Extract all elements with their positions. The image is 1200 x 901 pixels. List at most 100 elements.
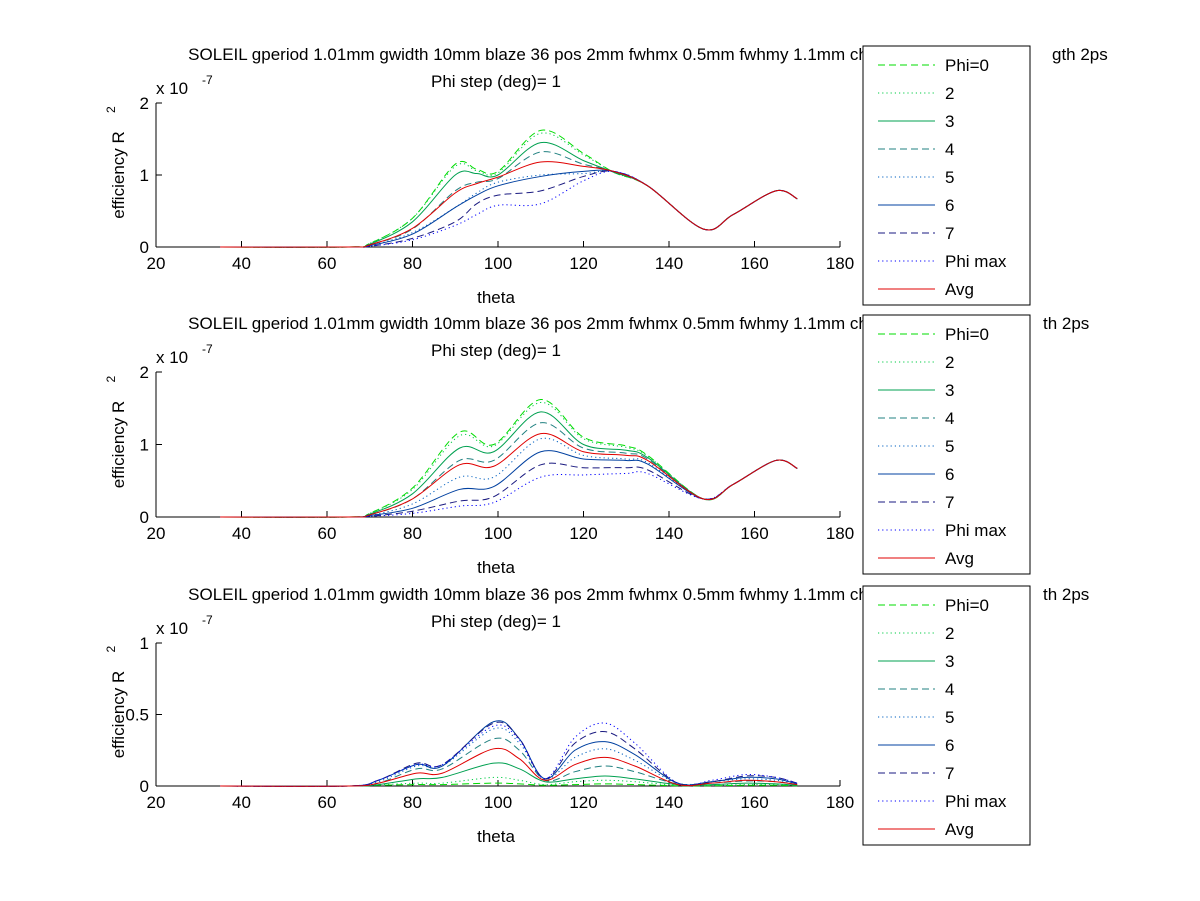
legend-label-7: Phi max: [945, 252, 1007, 271]
x-tick-label: 180: [826, 793, 854, 812]
chart-title-line2: Phi step (deg)= 1: [431, 72, 561, 91]
series-line-3: [220, 151, 798, 248]
series-line-4: [220, 170, 798, 248]
series-line-5: [220, 169, 798, 248]
y-exponent-superscript: -7: [202, 613, 213, 627]
series-line-4: [220, 437, 798, 518]
series-line-5: [220, 450, 798, 518]
x-tick-label: 120: [569, 524, 597, 543]
legend-label-8: Avg: [945, 280, 974, 299]
x-tick-label: 180: [826, 254, 854, 273]
series-line-0: [220, 782, 798, 787]
chart-title-line1-tail: th 2ps: [1043, 314, 1089, 333]
x-tick-label: 100: [484, 254, 512, 273]
y-exponent-superscript: -7: [202, 342, 213, 356]
x-tick-label: 120: [569, 793, 597, 812]
x-tick-label: 60: [318, 793, 337, 812]
legend-label-7: Phi max: [945, 521, 1007, 540]
series-line-8: [220, 747, 798, 787]
y-axis-label-superscript: 2: [104, 646, 118, 653]
x-tick-label: 20: [147, 254, 166, 273]
legend-label-5: 6: [945, 465, 954, 484]
chart-title-line1-tail: th 2ps: [1043, 585, 1089, 604]
legend-label-1: 2: [945, 624, 954, 643]
x-tick-label: 160: [740, 793, 768, 812]
legend-label-3: 4: [945, 140, 954, 159]
x-tick-label: 60: [318, 524, 337, 543]
legend-label-4: 5: [945, 437, 954, 456]
x-tick-label: 80: [403, 254, 422, 273]
y-tick-label: 2: [140, 94, 149, 113]
series-line-7: [220, 722, 798, 787]
series-line-7: [220, 459, 798, 518]
y-exponent-superscript: -7: [202, 73, 213, 87]
x-axis-label: theta: [477, 288, 515, 307]
x-axis-label: theta: [477, 827, 515, 846]
y-axis-label-superscript: 2: [104, 106, 118, 113]
legend-box: [862, 314, 1031, 575]
chart-title-line1: SOLEIL gperiod 1.01mm gwidth 10mm blaze …: [188, 314, 902, 333]
chart-title-line2: Phi step (deg)= 1: [431, 612, 561, 631]
legend-box: [862, 585, 1031, 846]
legend-label-1: 2: [945, 84, 954, 103]
legend-label-2: 3: [945, 112, 954, 131]
x-tick-label: 180: [826, 524, 854, 543]
subplot-3: 20 40 60 80 100 120 140 160 180 0 0.5 1 x 10 -7 SOLEIL…: [104, 585, 1089, 846]
y-exponent-label: x 10: [156, 619, 188, 638]
x-tick-label: 20: [147, 793, 166, 812]
y-axis-label-group: efficiency R 2: [104, 376, 128, 489]
legend-label-6: 7: [945, 224, 954, 243]
y-tick-label: 1: [140, 634, 149, 653]
x-tick-label: 20: [147, 524, 166, 543]
legend-label-2: 3: [945, 381, 954, 400]
x-tick-label: 100: [484, 793, 512, 812]
x-tick-label: 40: [232, 793, 251, 812]
x-tick-label: 100: [484, 524, 512, 543]
y-axis-label: efficiency R: [109, 131, 128, 219]
legend-label-5: 6: [945, 196, 954, 215]
legend-label-7: Phi max: [945, 792, 1007, 811]
series-line-4: [220, 727, 798, 787]
series-line-3: [220, 422, 798, 518]
legend-label-6: 7: [945, 493, 954, 512]
y-exponent-label: x 10: [156, 348, 188, 367]
series-line-6: [220, 170, 798, 248]
series-line-5: [220, 720, 798, 787]
series-line-6: [220, 459, 798, 518]
y-tick-label: 0: [140, 238, 149, 257]
x-tick-label: 140: [655, 524, 683, 543]
y-tick-label: 1: [140, 166, 149, 185]
series-line-8: [220, 161, 798, 248]
x-tick-label: 80: [403, 793, 422, 812]
chart-title-line2: Phi step (deg)= 1: [431, 341, 561, 360]
legend-label-4: 5: [945, 708, 954, 727]
chart-title-line1-tail: gth 2ps: [1052, 45, 1108, 64]
subplot-2: 20 40 60 80 100 120 140 160 180 0 1 2 x 10 -7 SOLEIL g…: [104, 314, 1089, 577]
legend-label-3: 4: [945, 680, 954, 699]
legend-label-1: 2: [945, 353, 954, 372]
series-line-1: [220, 401, 798, 518]
series-line-6: [220, 721, 798, 787]
legend-label-0: Phi=0: [945, 325, 989, 344]
x-axis-label: theta: [477, 558, 515, 577]
legend-box: [862, 45, 1031, 306]
x-tick-label: 80: [403, 524, 422, 543]
series-line-2: [220, 762, 798, 787]
legend-label-3: 4: [945, 409, 954, 428]
y-axis-label-group: efficiency R 2: [104, 106, 128, 219]
x-tick-label: 40: [232, 524, 251, 543]
x-tick-label: 140: [655, 793, 683, 812]
x-tick-label: 140: [655, 254, 683, 273]
legend-label-0: Phi=0: [945, 56, 989, 75]
y-exponent-label: x 10: [156, 79, 188, 98]
legend-label-8: Avg: [945, 549, 974, 568]
y-tick-label: 0: [140, 508, 149, 527]
legend-label-0: Phi=0: [945, 596, 989, 615]
legend-label-5: 6: [945, 736, 954, 755]
series-line-3: [220, 737, 798, 787]
y-tick-label: 0: [140, 777, 149, 796]
x-tick-label: 160: [740, 524, 768, 543]
series-line-8: [220, 433, 798, 518]
subplot-1: 20 40 60 80 100 120 140 160 180 0 1 2 x 10 -7 SOLEIL g…: [104, 45, 1108, 307]
legend-label-6: 7: [945, 764, 954, 783]
